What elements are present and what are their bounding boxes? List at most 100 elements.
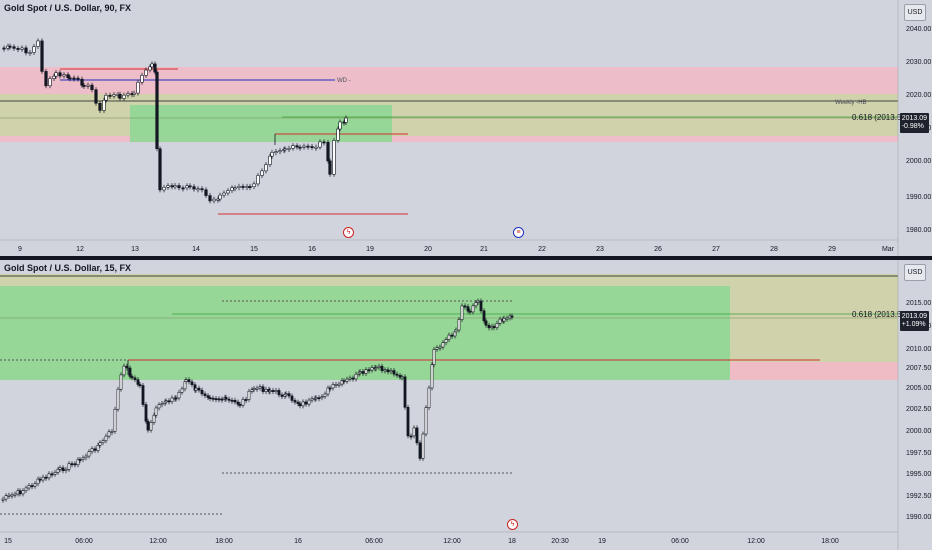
time-axis-tick-label: 23 bbox=[596, 246, 604, 253]
candle bbox=[174, 397, 178, 400]
candle bbox=[12, 46, 16, 49]
top-chart-canvas[interactable]: WD - Weekly -HB 0.618 (2013.52) 2040.00 2… bbox=[0, 0, 932, 256]
candle bbox=[283, 148, 287, 151]
bottom-chart-title: Gold Spot / U.S. Dollar, 15, FX bbox=[4, 263, 132, 273]
last-price-badge: 2013.09 +1.09% bbox=[899, 311, 929, 331]
candle bbox=[149, 422, 153, 431]
candle bbox=[98, 102, 102, 111]
candle bbox=[484, 320, 488, 326]
candle bbox=[345, 378, 349, 382]
lightning-icon[interactable]: ϟ bbox=[507, 519, 518, 530]
candle bbox=[87, 451, 91, 457]
candle bbox=[158, 148, 162, 191]
candle bbox=[126, 93, 130, 96]
candle bbox=[492, 326, 496, 328]
candle bbox=[208, 195, 212, 202]
candle bbox=[476, 300, 480, 303]
candle bbox=[44, 476, 48, 479]
candle bbox=[261, 386, 265, 392]
candle bbox=[244, 399, 248, 401]
currency-button[interactable]: USD bbox=[904, 4, 926, 21]
candle bbox=[16, 48, 20, 50]
time-axis-tick-label: 12:00 bbox=[747, 538, 765, 545]
candle bbox=[21, 490, 25, 495]
candle bbox=[277, 390, 281, 396]
candle bbox=[185, 185, 189, 189]
candle bbox=[454, 329, 458, 333]
candle bbox=[24, 47, 28, 54]
candle bbox=[302, 145, 306, 148]
candle bbox=[190, 381, 194, 385]
time-axis-tick-label: 18:00 bbox=[215, 538, 233, 545]
lightning-icon[interactable]: ϟ bbox=[343, 227, 354, 238]
currency-button[interactable]: USD bbox=[904, 264, 926, 281]
price-axis-tick-label: 1990.00 bbox=[906, 194, 931, 201]
candle bbox=[20, 47, 24, 50]
candle bbox=[133, 377, 137, 380]
candle bbox=[468, 310, 472, 313]
candle bbox=[84, 455, 88, 459]
candle bbox=[53, 472, 57, 475]
candle bbox=[386, 369, 390, 373]
candle bbox=[296, 401, 300, 404]
candle bbox=[200, 188, 204, 191]
us-flag-icon[interactable]: ≡ bbox=[513, 227, 524, 238]
candle bbox=[81, 457, 85, 460]
candle bbox=[495, 323, 499, 328]
candle bbox=[80, 78, 84, 86]
time-axis-tick-label: 29 bbox=[828, 246, 836, 253]
candle bbox=[307, 399, 311, 405]
candle bbox=[230, 399, 234, 402]
candle bbox=[236, 401, 240, 405]
last-price-badge: 2013.09 -0.98% bbox=[899, 113, 929, 133]
candle bbox=[474, 302, 478, 307]
supply-zone-lower bbox=[0, 136, 898, 142]
time-axis-tick-label: 28 bbox=[770, 246, 778, 253]
candle bbox=[284, 393, 288, 396]
top-chart-title: Gold Spot / U.S. Dollar, 90, FX bbox=[4, 3, 132, 13]
candle bbox=[400, 376, 404, 379]
candle bbox=[66, 74, 70, 79]
time-axis-tick-label: 16 bbox=[308, 246, 316, 253]
candle bbox=[255, 387, 259, 390]
candle bbox=[107, 431, 111, 437]
candle bbox=[93, 448, 97, 451]
candle bbox=[132, 92, 136, 95]
candle bbox=[122, 365, 126, 376]
last-price: 2013.09 bbox=[901, 313, 927, 320]
candle bbox=[447, 334, 451, 340]
candle bbox=[76, 459, 80, 466]
candle bbox=[138, 384, 142, 387]
candle bbox=[460, 305, 464, 320]
candle bbox=[233, 399, 237, 403]
candle bbox=[136, 81, 140, 94]
price-axis-tick-label: 2030.00 bbox=[906, 59, 931, 66]
bottom-chart-pane[interactable]: 0.618 (2013.52) 2015.002012.502010.00200… bbox=[0, 260, 932, 550]
candle bbox=[340, 380, 344, 385]
candle bbox=[287, 147, 291, 150]
top-chart-pane[interactable]: WD - Weekly -HB 0.618 (2013.52) 2040.00 2… bbox=[0, 0, 932, 256]
candle bbox=[144, 404, 148, 422]
candle bbox=[4, 495, 8, 500]
candle bbox=[238, 404, 242, 406]
candle bbox=[56, 469, 60, 473]
candle bbox=[505, 317, 509, 320]
bottom-chart-canvas[interactable]: 0.618 (2013.52) 2015.002012.502010.00200… bbox=[0, 260, 932, 550]
time-axis-tick-label: 22 bbox=[538, 246, 546, 253]
candle bbox=[102, 99, 106, 111]
candle bbox=[466, 306, 470, 312]
candle bbox=[314, 146, 318, 149]
candle bbox=[270, 152, 274, 157]
candle bbox=[67, 463, 71, 470]
candle bbox=[48, 78, 52, 87]
demand-zone bbox=[130, 105, 392, 142]
candle bbox=[331, 384, 335, 389]
time-axis-tick-label: 21 bbox=[480, 246, 488, 253]
candle bbox=[62, 74, 66, 77]
candle bbox=[196, 188, 200, 191]
candle bbox=[112, 94, 116, 97]
candle bbox=[435, 347, 439, 350]
pane-divider[interactable] bbox=[0, 256, 932, 260]
candle bbox=[314, 397, 318, 400]
candle bbox=[250, 389, 254, 392]
